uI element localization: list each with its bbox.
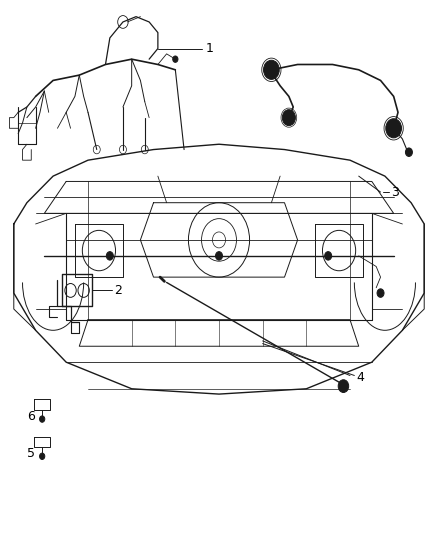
Text: 5: 5 [27, 447, 35, 460]
Circle shape [39, 416, 45, 422]
Text: 4: 4 [357, 370, 364, 384]
Circle shape [338, 379, 349, 392]
Circle shape [106, 252, 113, 260]
Circle shape [173, 56, 178, 62]
Text: 1: 1 [206, 42, 214, 55]
Circle shape [264, 60, 279, 79]
Text: 2: 2 [114, 284, 122, 297]
Circle shape [283, 110, 295, 126]
Text: 6: 6 [27, 410, 35, 423]
Circle shape [386, 119, 402, 138]
Circle shape [377, 289, 384, 297]
Circle shape [215, 252, 223, 260]
Circle shape [406, 148, 413, 157]
Circle shape [325, 252, 332, 260]
Circle shape [39, 453, 45, 459]
Text: 3: 3 [392, 185, 399, 199]
